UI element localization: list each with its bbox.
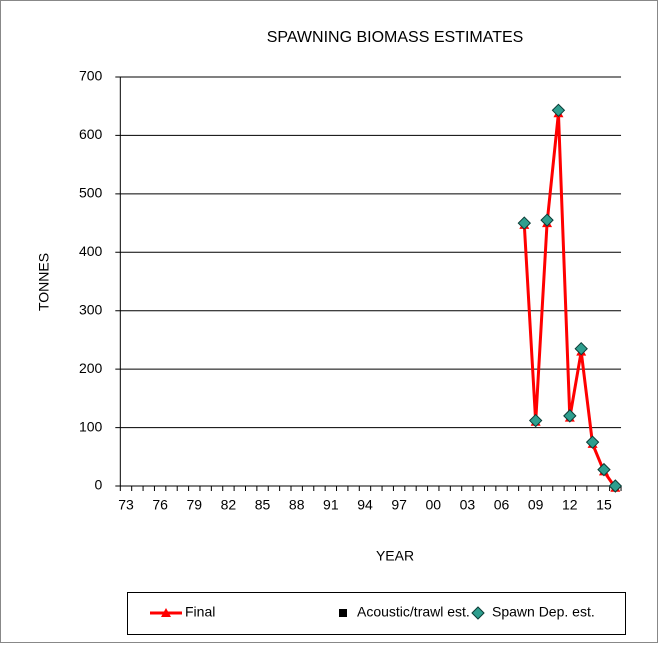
x-tick-label: 03 — [460, 497, 476, 513]
x-tick-label: 88 — [289, 497, 305, 513]
y-axis-title: TONNES — [36, 253, 52, 311]
y-tick-label: 500 — [79, 185, 103, 201]
legend-marker — [161, 608, 171, 617]
x-tick-label: 15 — [596, 497, 612, 513]
x-tick-label: 91 — [323, 497, 339, 513]
x-tick-label: 00 — [425, 497, 441, 513]
data-point — [574, 341, 588, 356]
data-point — [517, 216, 532, 230]
x-tick-label: 97 — [391, 497, 407, 513]
x-axis-title: YEAR — [376, 548, 414, 564]
y-tick-label: 700 — [79, 68, 103, 84]
x-tick-label: 76 — [152, 497, 168, 513]
x-tick-label: 82 — [221, 497, 237, 513]
legend-label: Spawn Dep. est. — [492, 604, 595, 620]
x-tick-label: 12 — [562, 497, 578, 513]
data-point — [597, 462, 611, 477]
y-tick-label: 0 — [95, 477, 103, 493]
y-tick-label: 300 — [79, 301, 103, 317]
data-point — [585, 435, 600, 449]
data-point — [551, 103, 566, 118]
legend-marker — [471, 606, 485, 620]
legend-label: Final — [185, 604, 215, 620]
y-tick-label: 100 — [79, 418, 103, 434]
x-tick-label: 94 — [357, 497, 373, 513]
data-point — [540, 213, 554, 227]
data-point — [563, 409, 577, 423]
y-tick-label: 400 — [79, 243, 103, 259]
x-tick-label: 73 — [118, 497, 134, 513]
legend-marker — [339, 609, 347, 617]
x-tick-label: 85 — [255, 497, 271, 513]
chart-title: SPAWNING BIOMASS ESTIMATES — [267, 29, 524, 46]
legend-box — [127, 592, 626, 635]
legend-label: Acoustic/trawl est. — [357, 604, 470, 620]
x-tick-label: 09 — [528, 497, 544, 513]
data-point — [528, 413, 543, 428]
data-point — [608, 479, 623, 493]
x-tick-label: 06 — [494, 497, 510, 513]
y-tick-label: 600 — [79, 126, 103, 142]
x-tick-label: 79 — [186, 497, 202, 513]
y-tick-label: 200 — [79, 360, 103, 376]
